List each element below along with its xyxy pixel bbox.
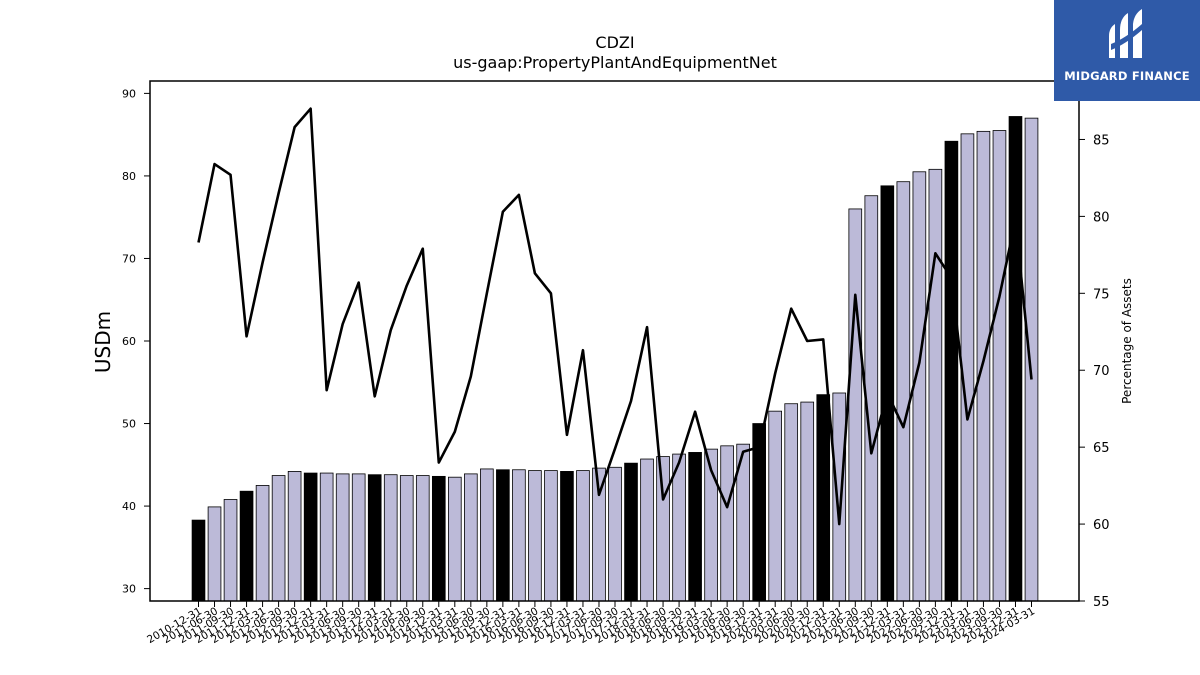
y-axis-label: USDm: [91, 311, 115, 373]
bar: [640, 458, 654, 602]
bar: [447, 476, 462, 602]
bar: [896, 181, 911, 602]
x-axis: 2010-12-312011-06-302011-09-302011-12-31…: [145, 601, 1037, 646]
bar: [928, 168, 943, 602]
bar: [399, 475, 414, 602]
bar: [944, 140, 959, 602]
bar: [544, 470, 558, 602]
bar: [512, 469, 526, 602]
bar: [752, 423, 766, 602]
bar: [496, 469, 510, 602]
y2-tick-label: 80: [1093, 210, 1110, 225]
y2-axis-label: Percentage of Assets: [1120, 278, 1134, 404]
y-tick-label: 40: [122, 500, 136, 513]
bar: [383, 474, 398, 602]
bar: [608, 466, 622, 602]
bar: [415, 475, 430, 602]
midgard-logo: MIDGARD FINANCE: [1054, 0, 1200, 101]
bar: [560, 471, 574, 602]
left-axis: 30 40 50 60 70 80 90: [122, 87, 150, 596]
bar: [319, 472, 334, 602]
logo-text: MIDGARD FINANCE: [1064, 69, 1190, 83]
bar: [191, 519, 206, 602]
bar: [480, 468, 494, 602]
percentage-line-group: [197, 107, 1033, 526]
chart-title: CDZI: [595, 33, 635, 52]
bar: [576, 470, 590, 602]
y2-tick-label: 65: [1093, 441, 1110, 456]
y-tick-label: 60: [122, 335, 136, 348]
bar: [271, 475, 286, 602]
bar: [239, 490, 254, 602]
bar: [335, 473, 350, 602]
y-tick-label: 80: [122, 170, 136, 183]
bar: [960, 133, 975, 602]
bar: [528, 470, 542, 602]
y2-tick-label: 55: [1093, 595, 1110, 610]
bar: [720, 445, 734, 602]
y-tick-label: 90: [122, 87, 136, 100]
y-tick-label: 50: [122, 418, 136, 431]
bar: [207, 506, 222, 602]
bar-group: [191, 116, 1039, 602]
bar: [351, 473, 366, 602]
bar: [800, 401, 815, 602]
bar: [367, 474, 382, 602]
bar: [976, 130, 991, 602]
bar: [303, 472, 318, 602]
bar: [464, 473, 478, 602]
bar: [431, 475, 446, 602]
bar: [912, 171, 927, 602]
chart-subtitle: us-gaap:PropertyPlantAndEquipmentNet: [453, 53, 777, 72]
y2-tick-label: 70: [1093, 364, 1110, 379]
percentage-line: [197, 107, 1033, 526]
bar: [784, 403, 799, 602]
bar: [287, 471, 302, 602]
y2-tick-label: 75: [1093, 287, 1110, 302]
bar: [624, 462, 638, 602]
bar: [768, 410, 783, 602]
bar: [848, 208, 863, 602]
bar: [688, 452, 702, 602]
right-axis: 55 60 65 70 75 80 85: [1079, 133, 1110, 610]
y2-tick-label: 85: [1093, 133, 1110, 148]
bar: [255, 485, 270, 602]
y2-tick-label: 60: [1093, 518, 1110, 533]
bar: [992, 130, 1007, 602]
bar: [656, 456, 670, 602]
y-tick-label: 70: [122, 252, 136, 265]
bar: [1008, 116, 1023, 602]
y-tick-label: 30: [122, 583, 136, 596]
bar: [832, 392, 847, 602]
midgard-logo-icon: [1109, 9, 1142, 58]
bar: [223, 499, 238, 602]
bar: [1024, 117, 1039, 602]
bar: [816, 394, 831, 602]
